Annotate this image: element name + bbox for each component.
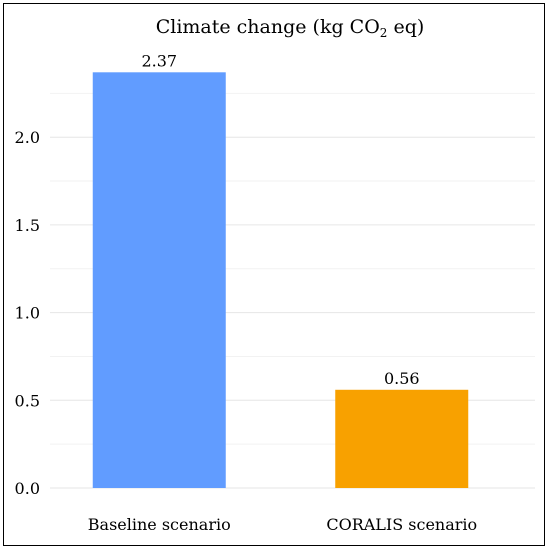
bars	[92, 72, 469, 488]
chart-title: Climate change (kg CO2 eq)	[156, 16, 425, 40]
x-axis-ticks: Baseline scenario CORALIS scenario	[88, 515, 477, 534]
y-tick-label: 0.0	[15, 479, 40, 498]
y-tick-label: 2.0	[15, 128, 40, 147]
y-tick-label: 1.0	[15, 304, 40, 323]
x-tick-label: Baseline scenario	[88, 515, 231, 534]
bar-1	[92, 72, 226, 488]
value-label: 0.56	[384, 369, 420, 388]
bar-2	[335, 389, 469, 488]
value-labels: 2.37 0.56	[141, 51, 419, 387]
x-tick-label: CORALIS scenario	[326, 515, 477, 534]
value-label: 2.37	[141, 51, 177, 70]
y-axis-ticks: 0.0 0.5 1.0 1.5 2.0	[15, 128, 40, 498]
y-tick-label: 1.5	[15, 216, 40, 235]
y-tick-label: 0.5	[15, 391, 40, 410]
